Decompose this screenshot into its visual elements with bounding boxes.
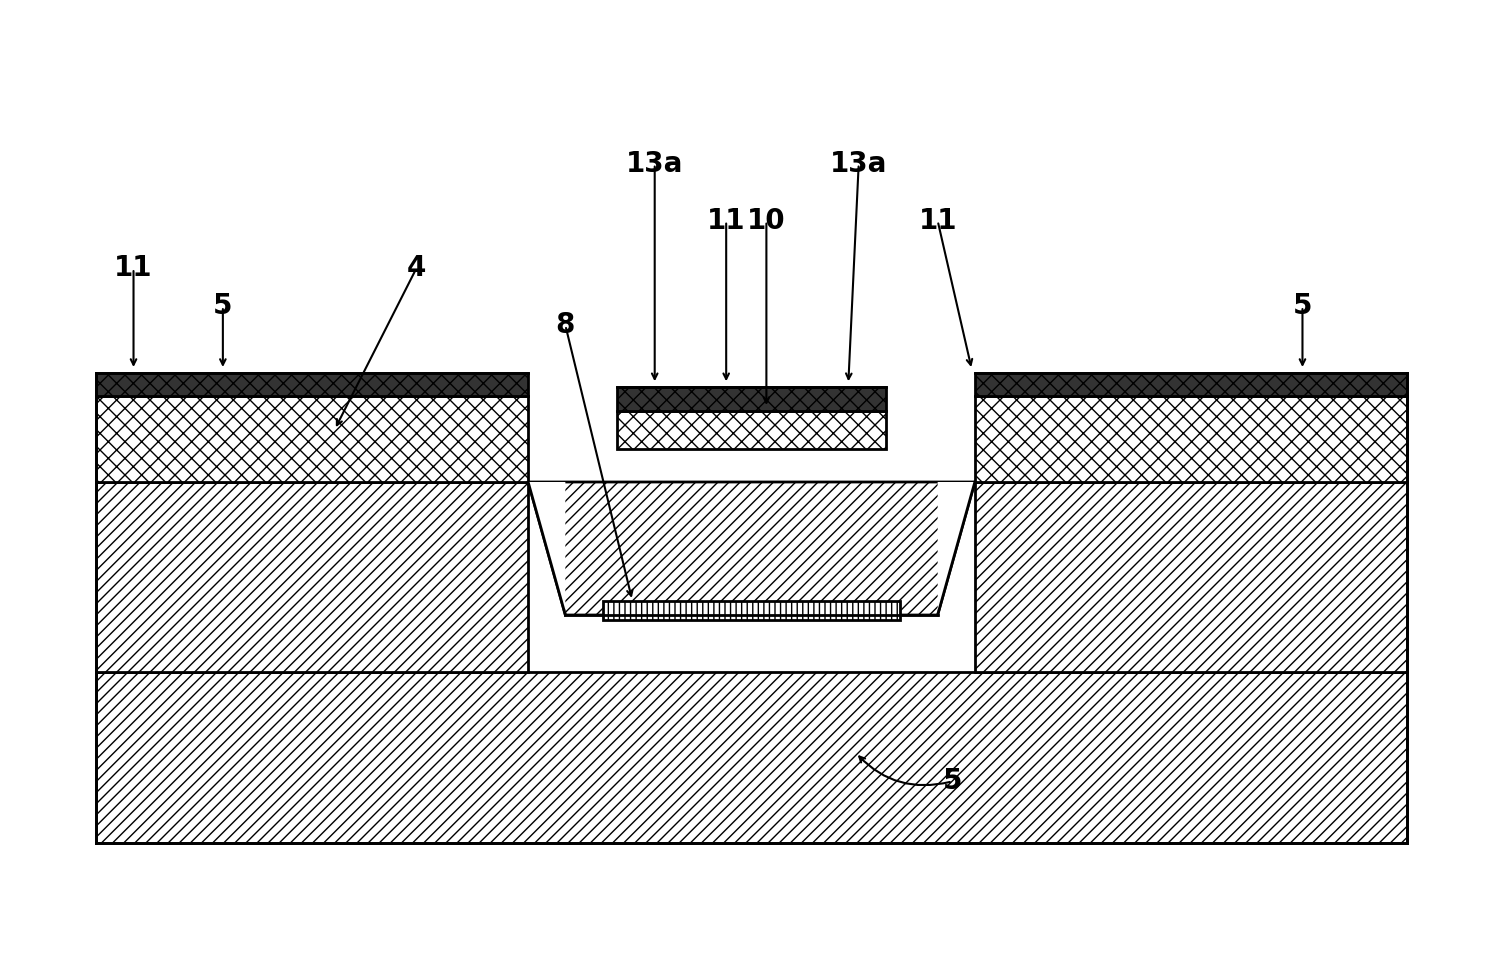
Text: 10: 10 (747, 206, 786, 234)
Text: 13a: 13a (830, 149, 887, 177)
Polygon shape (938, 482, 975, 615)
Text: 8: 8 (556, 311, 576, 339)
Polygon shape (528, 482, 565, 615)
Bar (96, 672, 1407, 844)
Text: 4: 4 (407, 254, 427, 282)
Bar (975, 396, 1407, 482)
Bar (96, 373, 528, 396)
Text: 11: 11 (114, 254, 153, 282)
Bar (618, 387, 885, 411)
Bar (618, 411, 885, 449)
Text: 5: 5 (213, 292, 233, 320)
Bar (96, 396, 528, 482)
Text: 13a: 13a (627, 149, 684, 177)
Bar (96, 482, 528, 672)
Polygon shape (528, 482, 975, 615)
Text: 5: 5 (1293, 292, 1312, 320)
Bar (603, 601, 900, 620)
Bar (975, 373, 1407, 396)
Text: 5: 5 (942, 767, 962, 795)
Text: 11: 11 (706, 206, 745, 234)
Text: 11: 11 (918, 206, 957, 234)
Bar (975, 482, 1407, 672)
